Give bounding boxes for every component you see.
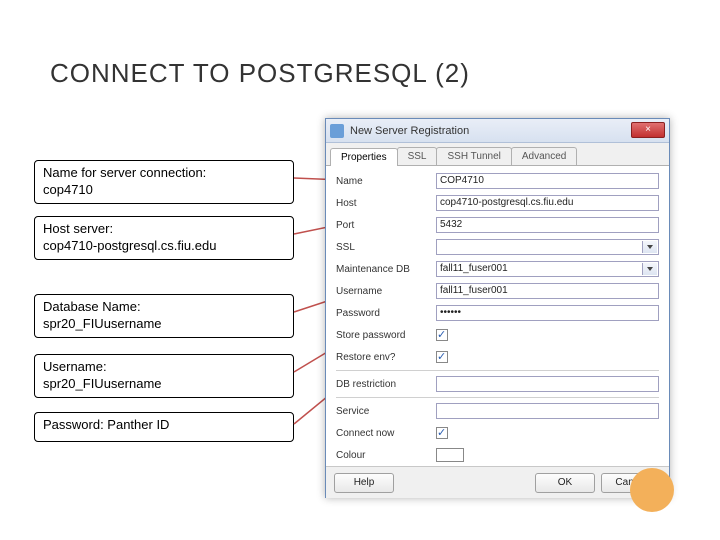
label-host: Host [336, 198, 436, 209]
close-button[interactable]: × [631, 122, 665, 138]
label-service: Service [336, 406, 436, 417]
label-username: Username [336, 286, 436, 297]
colour-swatch[interactable] [436, 448, 464, 462]
form-body: Name COP4710 Host cop4710-postgresql.cs.… [326, 166, 669, 466]
separator [336, 370, 659, 371]
input-host[interactable]: cop4710-postgresql.cs.fiu.edu [436, 195, 659, 211]
tab-ssh[interactable]: SSH Tunnel [436, 147, 511, 165]
select-maintdb[interactable]: fall11_fuser001 [436, 261, 659, 277]
input-db-restriction[interactable] [436, 376, 659, 392]
app-icon [330, 124, 344, 138]
label-ssl: SSL [336, 242, 436, 253]
dialog-title: New Server Registration [350, 125, 469, 137]
label-restore: Restore env? [336, 352, 436, 363]
label-password: Password [336, 308, 436, 319]
input-password[interactable]: •••••• [436, 305, 659, 321]
input-service[interactable] [436, 403, 659, 419]
tab-properties[interactable]: Properties [330, 148, 398, 166]
tab-ssl[interactable]: SSL [397, 147, 438, 165]
checkbox-connect-now[interactable] [436, 427, 448, 439]
checkbox-restore-env[interactable] [436, 351, 448, 363]
label-connectnow: Connect now [336, 428, 436, 439]
tab-advanced[interactable]: Advanced [511, 147, 577, 165]
ok-button[interactable]: OK [535, 473, 595, 493]
input-port[interactable]: 5432 [436, 217, 659, 233]
dialog-button-bar: Help OK Cancel [326, 466, 669, 498]
label-storepw: Store password [336, 330, 436, 341]
input-username[interactable]: fall11_fuser001 [436, 283, 659, 299]
checkbox-store-password[interactable] [436, 329, 448, 341]
dialog-new-server-registration: New Server Registration × Properties SSL… [325, 118, 670, 498]
label-dbrestrict: DB restriction [336, 379, 436, 390]
select-ssl[interactable] [436, 239, 659, 255]
accent-circle-icon [630, 468, 674, 512]
label-port: Port [336, 220, 436, 231]
tab-row: Properties SSL SSH Tunnel Advanced [326, 143, 669, 166]
dialog-titlebar[interactable]: New Server Registration × [326, 119, 669, 143]
separator-2 [336, 397, 659, 398]
label-maintdb: Maintenance DB [336, 264, 436, 275]
label-name: Name [336, 176, 436, 187]
input-name[interactable]: COP4710 [436, 173, 659, 189]
help-button[interactable]: Help [334, 473, 394, 493]
label-colour: Colour [336, 450, 436, 461]
